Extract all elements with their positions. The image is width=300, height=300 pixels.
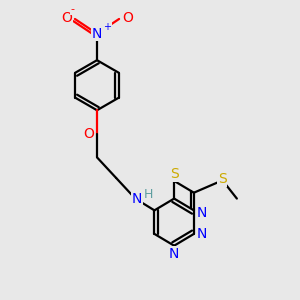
Text: N: N xyxy=(169,247,179,261)
Text: O: O xyxy=(122,11,133,25)
Text: N: N xyxy=(92,27,102,41)
Text: O: O xyxy=(61,11,72,25)
Text: S: S xyxy=(218,172,226,186)
Text: O: O xyxy=(83,127,94,141)
Text: S: S xyxy=(170,167,178,182)
Text: N: N xyxy=(197,227,207,241)
Text: H: H xyxy=(144,188,153,201)
Text: -: - xyxy=(70,4,75,14)
Text: N: N xyxy=(197,206,207,220)
Text: N: N xyxy=(132,192,142,206)
Text: +: + xyxy=(103,22,112,32)
